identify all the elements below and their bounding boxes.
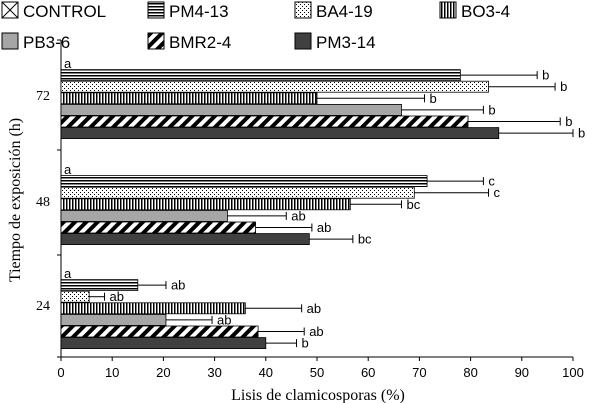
data-label: b	[542, 68, 549, 83]
legend-label: PM4-13	[169, 2, 229, 21]
bar	[60, 313, 167, 326]
legend-label: BMR2-4	[169, 33, 231, 52]
x-tick-label: 40	[259, 365, 273, 380]
data-label: c	[494, 185, 501, 200]
data-label: ab	[317, 220, 331, 235]
bar	[60, 104, 402, 116]
bar	[60, 233, 310, 246]
legend: CONTROL PM4-13 BA4-19 BO3-4 PB3-6 BMR2-4 PM3-1…	[1, 1, 510, 52]
x-tick-label: 30	[207, 365, 221, 380]
x-tick-label: 0	[57, 365, 64, 380]
y-axis-title: Tiempo de exposición (h)	[7, 118, 24, 282]
legend-swatch	[147, 32, 165, 50]
legend-item: PM3-14	[294, 32, 376, 52]
x-tick-label: 60	[361, 365, 375, 380]
bar	[60, 198, 351, 211]
x-tick-label: 90	[515, 365, 529, 380]
x-tick-label: 70	[412, 365, 426, 380]
legend-item: CONTROL	[1, 1, 106, 21]
bar	[60, 221, 256, 234]
bar	[60, 337, 267, 350]
legend-item: PB3-6	[1, 32, 70, 52]
bar	[60, 127, 500, 139]
legend-item: PM4-13	[147, 1, 229, 21]
x-axis-title: Lisis de clamicosporas (%)	[231, 387, 405, 403]
bar	[60, 325, 259, 338]
legend-item: BA4-19	[294, 1, 373, 21]
legend-swatch	[439, 1, 457, 19]
legend-swatch	[294, 1, 312, 19]
data-label: a	[64, 56, 72, 71]
x-tick-label: 20	[156, 365, 170, 380]
legend-label: BO3-4	[461, 2, 510, 21]
legend-label: BA4-19	[316, 2, 373, 21]
x-tick-label: 50	[310, 365, 324, 380]
data-label: ab	[171, 278, 185, 293]
legend-item: BMR2-4	[147, 32, 231, 52]
bar	[60, 290, 90, 303]
data-label: bc	[406, 197, 420, 212]
y-tick-label: 72	[36, 89, 50, 104]
legend-label: CONTROL	[23, 2, 106, 21]
legend-swatch	[147, 1, 165, 19]
data-label: c	[488, 174, 495, 189]
data-label: bc	[358, 232, 372, 247]
y-tick-label: 48	[36, 195, 50, 210]
bar	[60, 175, 428, 188]
bar	[60, 80, 489, 93]
data-label: ab	[217, 312, 231, 327]
x-tick-label: 10	[105, 365, 119, 380]
bar	[60, 186, 415, 199]
data-label: a	[64, 162, 72, 177]
legend-swatch	[294, 32, 312, 50]
data-label: b	[560, 79, 567, 94]
y-tick-label: 24	[36, 299, 50, 314]
data-label: ab	[110, 289, 124, 304]
data-label: b	[578, 126, 585, 141]
data-label: a	[64, 266, 72, 281]
bar	[60, 115, 469, 128]
legend-label: PB3-6	[23, 33, 70, 52]
data-label: b	[302, 336, 309, 351]
bar	[60, 209, 228, 222]
legend-swatch	[1, 32, 19, 50]
x-tick-label: 100	[562, 365, 584, 380]
bar	[60, 92, 318, 105]
data-label: ab	[291, 208, 305, 223]
legend-label: PM3-14	[316, 33, 376, 52]
legend-swatch-cross	[1, 1, 19, 19]
data-label: ab	[309, 324, 323, 339]
data-label: b	[565, 114, 572, 129]
bar	[60, 69, 461, 81]
legend-item: BO3-4	[439, 1, 510, 21]
data-label: b	[430, 91, 437, 106]
plot-area: 0 10 20 30 40 50 60 70 80 90 100724824aaabcabbcabb…	[36, 39, 585, 380]
data-label: ab	[307, 301, 321, 316]
x-tick-label: 80	[463, 365, 477, 380]
bar	[60, 279, 139, 292]
data-label: b	[488, 102, 495, 117]
